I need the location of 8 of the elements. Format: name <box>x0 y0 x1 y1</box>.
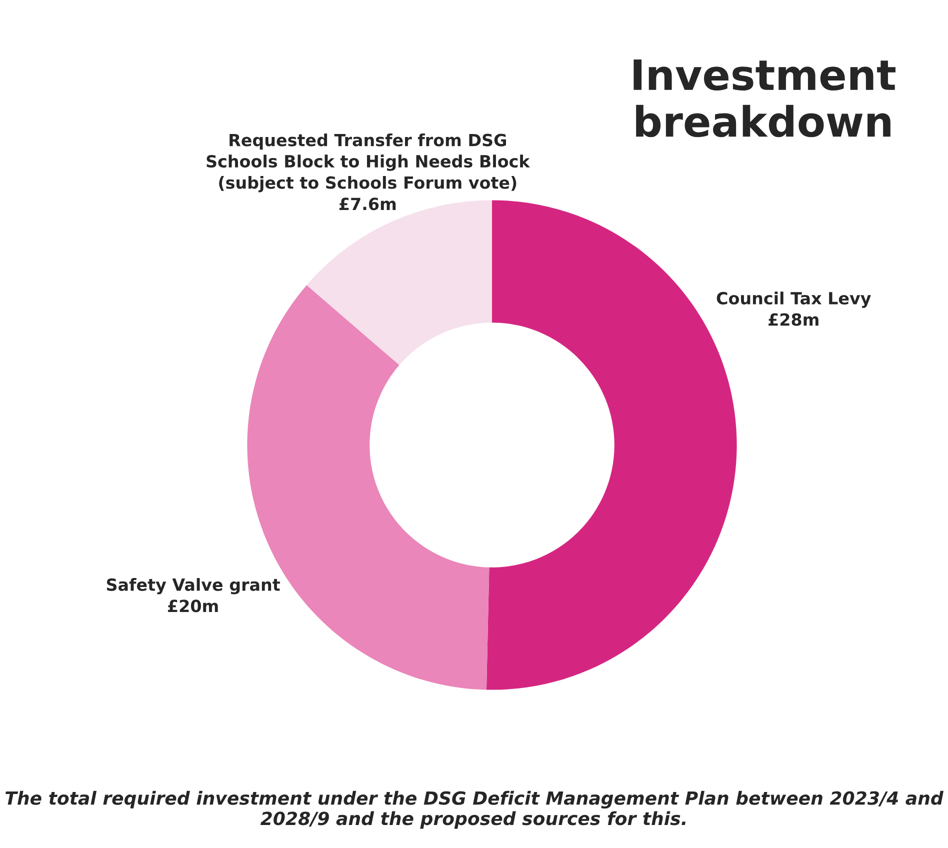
slice-label: Requested Transfer from DSG Schools Block to High Needs Block (subject to Schools Forum vote) <box>206 133 530 192</box>
data-label: £7.6m <box>339 198 396 210</box>
chart-title: Investment breakdown <box>634 60 896 138</box>
data-label: £28m <box>768 313 818 326</box>
data-label: £20m <box>168 600 218 612</box>
slice-label: Council Tax Levy <box>716 292 871 308</box>
text: The total required investment under the DSG Deficit Management Plan between 2023/4 and 2028/9 and the proposed sources for this. <box>5 790 944 829</box>
slice-label: Safety Valve grant <box>106 578 280 594</box>
